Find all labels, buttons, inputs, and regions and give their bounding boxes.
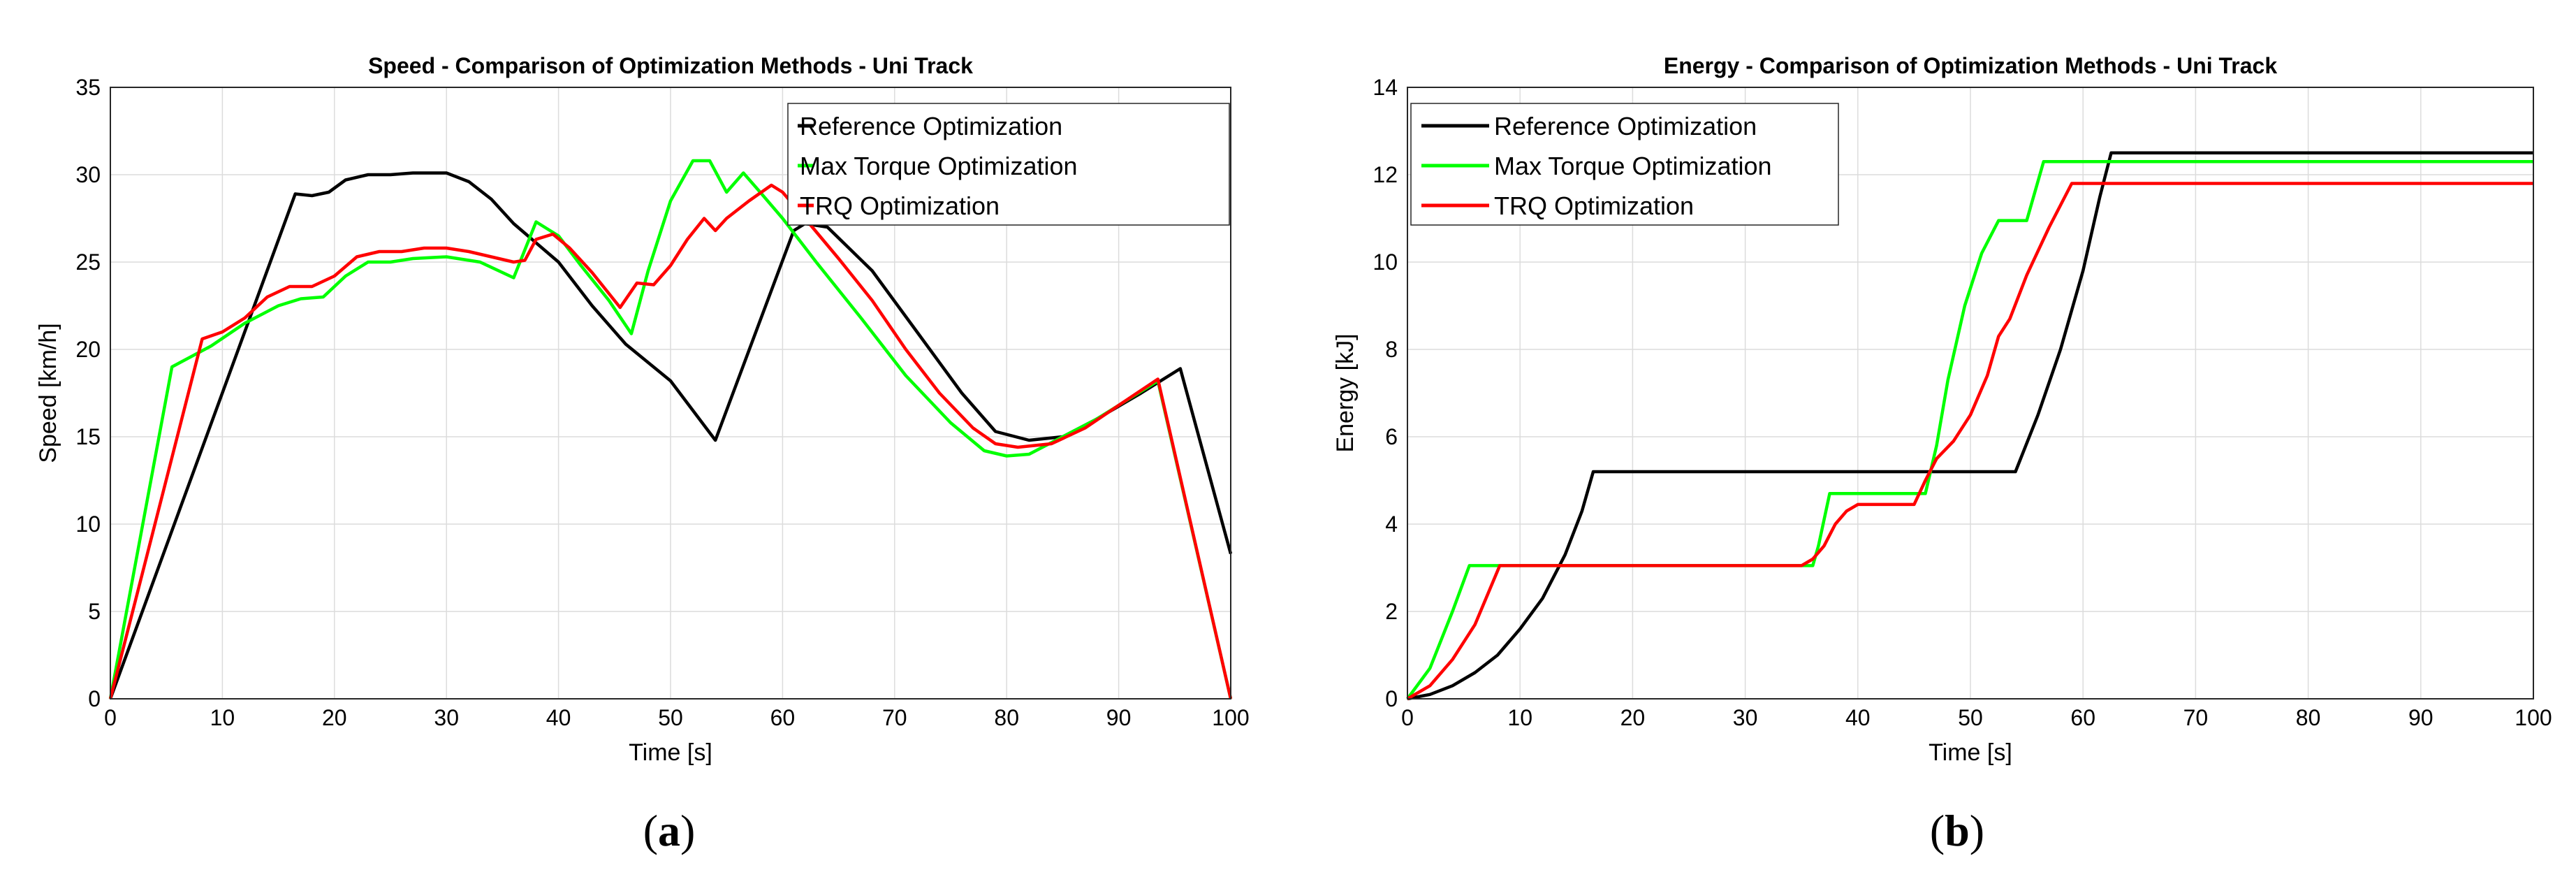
energy-series-line-reference-optimization (1407, 151, 2533, 701)
energy-x-tick-label: 60 (2070, 705, 2095, 730)
speed-legend: Reference Optimization Max Torque Optimiz… (787, 103, 1230, 226)
energy-chart-panel: 0 10 20 30 40 50 60 70 80 90 100 0 2 4 6 8 10 12 14 Energy… (1332, 53, 2552, 855)
speed-y-tick-label: 20 (75, 337, 101, 362)
panel-b-caption: (b) (1930, 806, 1984, 855)
energy-axes-frame (1407, 87, 2534, 700)
energy-x-tick-label: 30 (1733, 705, 1758, 730)
speed-y-tick-label: 30 (75, 162, 101, 187)
energy-x-tick-label: 10 (1507, 705, 1532, 730)
energy-x-tick-label: 50 (1958, 705, 1983, 730)
energy-x-tick-label: 100 (2515, 705, 2552, 730)
speed-x-tick-label: 90 (1106, 705, 1132, 730)
panel-a-caption: (a) (643, 806, 696, 855)
energy-series-line-trq-optimization (1406, 182, 2533, 700)
speed-x-tick-label: 80 (994, 705, 1019, 730)
speed-y-tick-label: 25 (75, 249, 101, 275)
energy-y-tick-label: 6 (1385, 424, 1398, 449)
speed-x-tick-label: 0 (104, 705, 117, 730)
speed-x-tick-label: 50 (658, 705, 683, 730)
energy-legend-label: Reference Optimization (1494, 112, 1757, 140)
speed-x-axis-label: Time [s] (629, 739, 712, 766)
energy-x-tick-label: 90 (2408, 705, 2434, 730)
speed-axes-frame (110, 87, 1231, 700)
speed-series-line-reference-optimization (108, 171, 1233, 700)
energy-legend-label: Max Torque Optimization (1494, 152, 1772, 180)
energy-y-tick-label: 8 (1385, 337, 1398, 362)
speed-tick-labels: 0 10 20 30 40 50 60 70 80 90 100 0 5 10 15 20 25 30 35 (75, 75, 1249, 730)
energy-legend-label: TRQ Optimization (1494, 191, 1694, 220)
speed-chart-title: Speed - Comparison of Optimization Metho… (368, 53, 973, 78)
energy-x-tick-label: 40 (1845, 705, 1871, 730)
energy-x-tick-label: 80 (2296, 705, 2321, 730)
speed-x-tick-label: 30 (434, 705, 459, 730)
energy-legend: Reference Optimization Max Torque Optimiz… (1410, 103, 1839, 226)
speed-x-tick-label: 10 (210, 705, 235, 730)
energy-y-tick-label: 4 (1385, 512, 1398, 537)
speed-y-tick-label: 35 (75, 75, 101, 100)
energy-chart-title: Energy - Comparison of Optimization Meth… (1664, 53, 2278, 78)
energy-y-tick-label: 0 (1385, 686, 1398, 711)
energy-y-tick-label: 10 (1373, 249, 1398, 275)
speed-series-line-max-torque-optimization (108, 159, 1233, 700)
speed-legend-box (787, 103, 1230, 226)
speed-x-tick-label: 20 (322, 705, 347, 730)
speed-y-tick-label: 10 (75, 512, 101, 537)
energy-x-axis-label: Time [s] (1929, 739, 2012, 766)
energy-y-tick-label: 12 (1373, 162, 1398, 187)
speed-x-tick-label: 40 (546, 705, 571, 730)
energy-x-tick-label: 70 (2183, 705, 2209, 730)
speed-x-tick-label: 100 (1212, 705, 1249, 730)
speed-x-tick-label: 60 (770, 705, 796, 730)
speed-legend-label: TRQ Optimization (800, 191, 1000, 220)
speed-y-tick-label: 15 (75, 424, 101, 449)
energy-x-tick-label: 20 (1620, 705, 1646, 730)
speed-y-axis-label: Speed [km/h] (35, 323, 61, 463)
speed-legend-label: Reference Optimization (800, 112, 1062, 140)
energy-y-axis-label: Energy [kJ] (1332, 333, 1359, 452)
energy-series-lines (1406, 151, 2533, 701)
panel-b-letter: b (1945, 806, 1970, 855)
speed-series-line-trq-optimization (108, 183, 1233, 700)
energy-y-tick-label: 2 (1385, 599, 1398, 624)
speed-y-tick-label: 0 (88, 686, 101, 711)
speed-legend-label: Max Torque Optimization (800, 152, 1078, 180)
energy-x-tick-label: 0 (1401, 705, 1414, 730)
speed-chart-panel: 0 10 20 30 40 50 60 70 80 90 100 0 5 10 15 20 25 30 35 Spe… (35, 53, 1250, 855)
energy-y-tick-label: 14 (1373, 75, 1398, 100)
panel-a-letter: a (658, 806, 680, 855)
speed-x-tick-label: 70 (882, 705, 907, 730)
speed-y-tick-label: 5 (88, 599, 101, 624)
energy-tick-labels: 0 10 20 30 40 50 60 70 80 90 100 0 2 4 6 8 10 12 14 (1373, 75, 2552, 730)
speed-series-lines (108, 159, 1233, 700)
